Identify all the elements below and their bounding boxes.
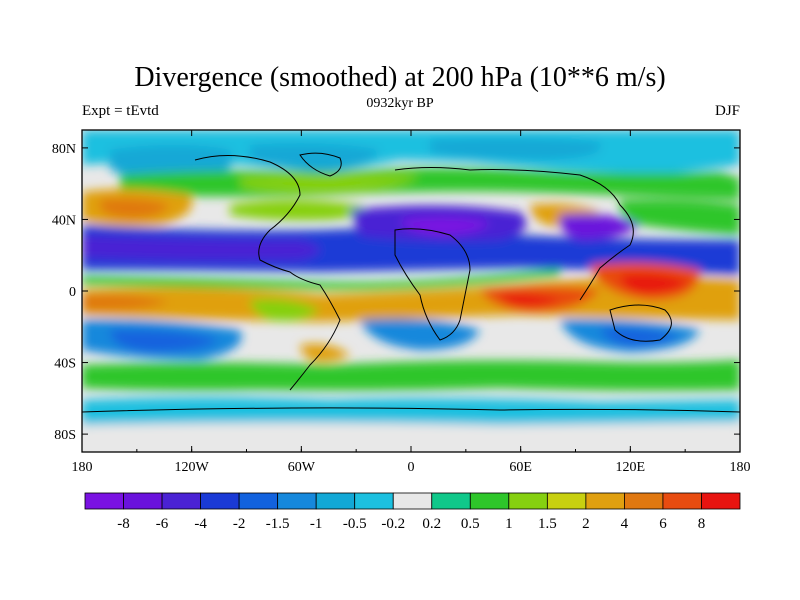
x-axis: 180 120W 60W 0 60E 120E 180 bbox=[72, 130, 751, 475]
colorbar-box bbox=[277, 492, 317, 510]
colorbar-box bbox=[662, 492, 702, 510]
colorbar-box bbox=[469, 492, 510, 510]
field-patch bbox=[360, 318, 480, 350]
field-patch bbox=[100, 198, 170, 218]
field-patch bbox=[250, 143, 380, 172]
y-tick-label: 80N bbox=[52, 142, 76, 157]
coast-australia bbox=[609, 304, 672, 342]
colorbar-label: -4 bbox=[194, 516, 207, 532]
colorbar-box bbox=[200, 492, 240, 510]
colorbar-label: -0.5 bbox=[343, 516, 367, 532]
field-patch bbox=[82, 268, 560, 291]
colorbar-label: 1 bbox=[505, 516, 513, 532]
colorbar-box bbox=[84, 492, 124, 510]
field-patch bbox=[619, 199, 740, 235]
time-label: 0932kyr BP bbox=[366, 96, 434, 111]
colorbar-box bbox=[546, 492, 587, 510]
colorbar-label: 2 bbox=[582, 516, 590, 532]
coast-americas bbox=[194, 154, 341, 391]
chart-title: Divergence (smoothed) at 200 hPa (10**6 … bbox=[134, 62, 666, 93]
field-patch bbox=[559, 213, 640, 240]
x-tick-label: 60E bbox=[509, 460, 532, 475]
x-tick-label: 60W bbox=[288, 460, 316, 475]
field-patch bbox=[430, 137, 602, 160]
colorbar-label: 0.2 bbox=[422, 516, 441, 532]
divergence-field bbox=[82, 130, 740, 452]
x-tick-label: 180 bbox=[72, 460, 93, 475]
field-patch bbox=[620, 273, 690, 294]
colorbar-box bbox=[508, 492, 548, 510]
coast-eurasia bbox=[394, 167, 634, 301]
field-patch bbox=[82, 422, 740, 452]
colorbar-label: -2 bbox=[233, 516, 246, 532]
field-patch bbox=[82, 235, 320, 261]
colorbar-box bbox=[238, 492, 279, 510]
colorbar-label: -1 bbox=[310, 516, 323, 532]
colorbar-label: 4 bbox=[621, 516, 629, 532]
colorbar-box bbox=[431, 492, 471, 510]
field-patch bbox=[82, 294, 170, 311]
field-patch bbox=[400, 217, 490, 235]
colorbar-label: -6 bbox=[156, 516, 169, 532]
experiment-label: Expt = tEvtd bbox=[82, 103, 159, 119]
field-patch bbox=[230, 200, 366, 221]
colorbar-box bbox=[701, 492, 741, 510]
colorbar-label: 6 bbox=[659, 516, 667, 532]
field-patch bbox=[250, 298, 320, 322]
colorbar-label: -0.2 bbox=[381, 516, 405, 532]
colorbar-label: -8 bbox=[117, 516, 130, 532]
colorbar-label: -1.5 bbox=[266, 516, 290, 532]
season-label: DJF bbox=[714, 103, 740, 119]
y-tick-label: 40S bbox=[54, 357, 76, 372]
coast-greenland bbox=[299, 152, 342, 177]
colorbar-label: 0.5 bbox=[461, 516, 480, 532]
colorbar: -8 -6 -4 -2 -1.5 -1 -0.5 -0.2 0.2 0.5 1 1.5 2 4 6 8 bbox=[84, 492, 741, 532]
field-patch bbox=[110, 329, 220, 352]
x-tick-label: 0 bbox=[408, 460, 415, 475]
x-tick-label: 180 bbox=[730, 460, 751, 475]
colorbar-box bbox=[161, 492, 201, 510]
field-patch bbox=[300, 343, 350, 362]
colorbar-box bbox=[392, 492, 433, 510]
colorbar-box bbox=[624, 492, 664, 510]
colorbar-box bbox=[354, 492, 394, 510]
y-axis: 80N 40N 0 40S 80S bbox=[52, 142, 740, 443]
y-tick-label: 0 bbox=[69, 285, 76, 300]
field-patch bbox=[500, 294, 560, 307]
colorbar-box bbox=[123, 492, 163, 510]
colorbar-box bbox=[315, 492, 356, 510]
colorbar-box bbox=[585, 492, 625, 510]
field-patch bbox=[240, 174, 420, 192]
y-tick-label: 80S bbox=[54, 428, 76, 443]
x-tick-label: 120W bbox=[175, 460, 210, 475]
x-tick-label: 120E bbox=[616, 460, 646, 475]
field-patch bbox=[600, 327, 680, 346]
coast-africa bbox=[394, 228, 471, 341]
coastlines bbox=[82, 152, 740, 413]
field-patch bbox=[82, 360, 740, 391]
colorbar-label: 1.5 bbox=[538, 516, 557, 532]
y-tick-label: 40N bbox=[52, 213, 76, 228]
coast-antarctica bbox=[82, 407, 740, 413]
colorbar-label: 8 bbox=[698, 516, 706, 532]
